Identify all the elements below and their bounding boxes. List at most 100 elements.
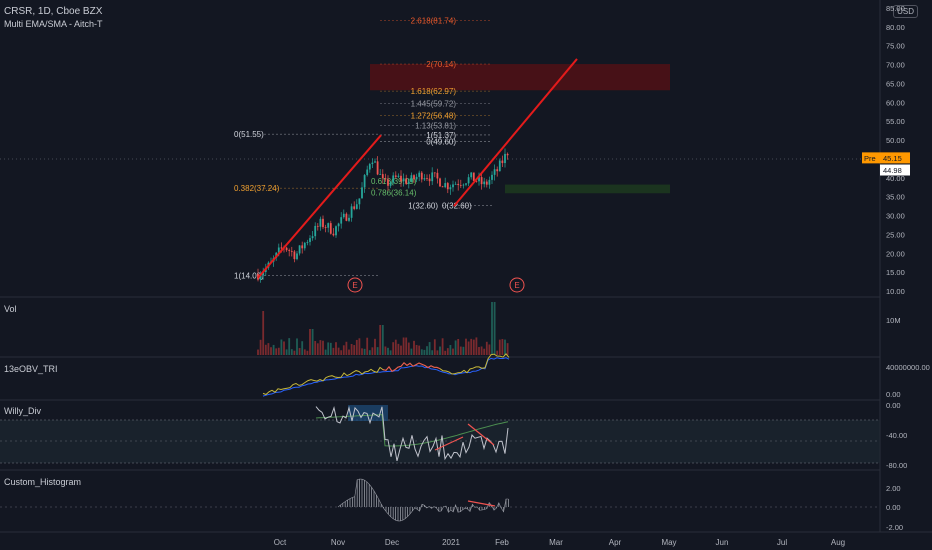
candle-body <box>459 185 462 186</box>
candle-body <box>454 183 457 185</box>
volume-bar <box>478 347 480 355</box>
candle-body <box>475 180 478 182</box>
price-tick-label: 80.00 <box>886 23 905 32</box>
volume-bar <box>262 311 265 355</box>
candle-body <box>405 178 408 185</box>
candle-body <box>392 175 395 183</box>
candle-body <box>306 241 309 243</box>
volume-bar <box>402 337 405 355</box>
candle-body <box>389 182 392 186</box>
candle-body <box>444 183 447 188</box>
vol-pane-title: Vol <box>4 304 17 314</box>
volume-bar <box>353 345 356 355</box>
candle-body <box>262 272 265 276</box>
volume-bar <box>405 337 408 355</box>
volume-bar <box>298 348 301 355</box>
candle-body <box>376 161 379 175</box>
volume-bar <box>257 349 259 355</box>
volume-bar <box>423 349 426 355</box>
candle-body <box>420 172 423 180</box>
candle-body <box>280 247 283 249</box>
price-tick-label: 55.00 <box>886 117 905 126</box>
volume-bar <box>379 325 382 355</box>
time-tick-label: May <box>661 538 676 547</box>
candle-body <box>314 225 317 237</box>
volume-bar <box>309 329 311 355</box>
volume-bar <box>311 329 314 355</box>
last-price-label: 44.98 <box>883 166 902 175</box>
time-tick-label: Jul <box>777 538 787 547</box>
earnings-marker-label: E <box>352 281 357 290</box>
volume-bar <box>314 340 317 355</box>
volume-bar <box>264 344 267 355</box>
candle-body <box>353 206 356 209</box>
volume-bar <box>433 339 436 355</box>
fib-level-label: 0(32.60) <box>442 202 472 211</box>
volume-bar <box>470 338 473 355</box>
candle-body <box>506 153 509 156</box>
volume-bar <box>485 341 488 355</box>
volume-bar <box>493 302 496 355</box>
candle-body <box>467 177 470 184</box>
pre-market-price-tag <box>880 152 910 164</box>
price-tick-label: 70.00 <box>886 61 905 70</box>
volume-bar <box>462 346 465 355</box>
volume-bar <box>426 346 428 355</box>
candle-body <box>366 169 369 176</box>
volume-bar <box>446 348 449 355</box>
candle-body <box>394 175 397 177</box>
candle-body <box>457 183 460 186</box>
volume-bar <box>342 345 345 355</box>
volume-bar <box>389 350 392 355</box>
candle-body <box>428 178 431 182</box>
candle-body <box>452 184 454 188</box>
candle-body <box>485 181 488 185</box>
candle-body <box>498 160 501 172</box>
volume-bar <box>465 338 467 355</box>
volume-bar <box>483 348 486 355</box>
fib-level-label: 1.445(59.72) <box>411 99 457 108</box>
candle-body <box>301 245 304 249</box>
candle-body <box>368 164 371 170</box>
volume-bar <box>319 340 322 355</box>
fib-zone-green <box>505 184 670 194</box>
pre-market-tag <box>862 152 880 164</box>
candle-body <box>400 175 402 182</box>
currency-button[interactable]: USD <box>893 5 918 18</box>
willy-band <box>0 420 880 463</box>
volume-bar <box>491 302 493 355</box>
volume-tick-label: 10M <box>886 316 901 325</box>
histogram-pane-title: Custom_Histogram <box>4 477 82 487</box>
candle-body <box>446 183 449 190</box>
fib-level-label: 2(70.14) <box>426 60 456 69</box>
volume-bar <box>348 349 350 355</box>
candle-body <box>324 227 327 228</box>
fib-level-label: 0(51.55) <box>234 130 264 139</box>
earnings-marker <box>509 277 525 293</box>
willy-tick-label: 0.00 <box>886 401 901 410</box>
volume-bar <box>267 343 270 355</box>
obv-pane-title: 13eOBV_TRI <box>4 364 58 374</box>
candle-body <box>342 213 345 218</box>
volume-bar <box>387 347 389 355</box>
volume-bar <box>324 349 327 355</box>
candle-body <box>493 169 496 175</box>
volume-bar <box>350 343 353 355</box>
price-tick-label: 15.00 <box>886 268 905 277</box>
candle-body <box>439 178 441 187</box>
volume-bar <box>272 344 275 355</box>
time-tick-label: Mar <box>549 538 563 547</box>
candle-body <box>465 183 467 185</box>
volume-bar <box>332 347 335 355</box>
time-tick-label: Dec <box>385 538 399 547</box>
price-tick-label: 60.00 <box>886 98 905 107</box>
volume-bar <box>439 346 441 355</box>
candle-body <box>415 176 418 180</box>
candle-body <box>480 177 483 185</box>
obv-signal-line <box>262 357 510 397</box>
obv-tick-label: 40000000.00 <box>886 363 930 372</box>
willy-divergence-line <box>434 436 464 451</box>
candle-body <box>363 175 366 188</box>
candle-body <box>309 238 311 242</box>
